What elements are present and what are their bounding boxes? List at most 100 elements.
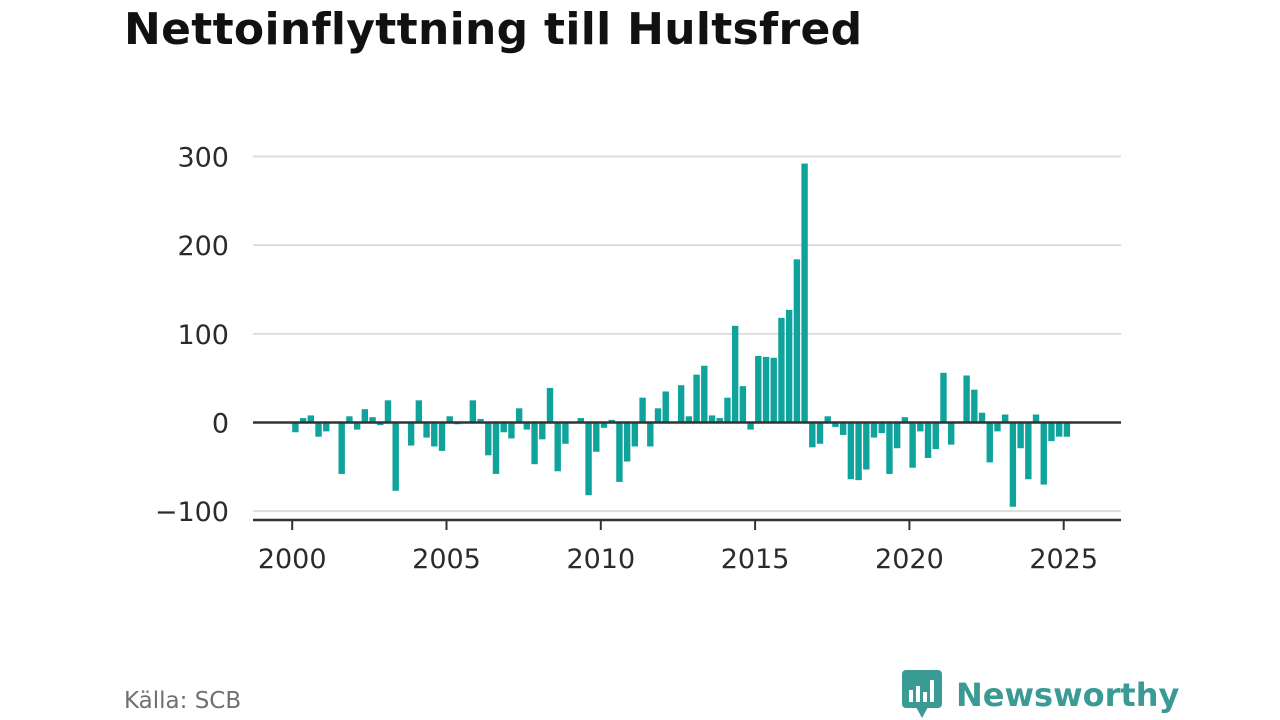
bar-2002-q4 (377, 422, 384, 426)
bar-2020-q4 (932, 422, 939, 450)
bar-2003-q4 (407, 422, 415, 446)
bar-2024-q1 (1032, 414, 1040, 423)
bar-2016-q3 (801, 163, 808, 423)
bar-2015-q4 (778, 317, 785, 423)
bar-2010-q3 (616, 422, 623, 482)
bar-2022-q4 (994, 422, 1001, 432)
bar-2012-q3 (677, 385, 685, 423)
x-axis-tick-labels: 2000 2005 2010 2015 2020 2025 (258, 544, 1098, 575)
bar-2023-q3 (1017, 422, 1024, 449)
bar-2024-q2 (1040, 422, 1047, 485)
bar-2004-q1 (415, 400, 423, 423)
bar-2011-q4 (654, 408, 662, 423)
axes (253, 421, 1121, 530)
bar-2014-q1 (724, 397, 731, 423)
bar-2018-q1 (847, 422, 855, 480)
bar-2018-q3 (863, 422, 870, 470)
bar-2015-q3 (770, 357, 777, 423)
bar-2014-q3 (739, 386, 747, 423)
bar-2018-q4 (870, 422, 878, 438)
y-tick-label: 0 (212, 409, 229, 440)
bar-2004-q2 (423, 422, 430, 438)
bar-2008-q1 (539, 422, 546, 440)
bar-2014-q4 (747, 422, 754, 430)
bar-2008-q4 (562, 422, 569, 444)
bar-2000-q2 (299, 418, 307, 423)
bar-2019-q4 (901, 417, 909, 423)
bar-2021-q4 (963, 375, 970, 423)
bar-2000-q1 (292, 422, 299, 433)
bar-2001-q1 (323, 422, 330, 432)
bar-2013-q2 (701, 365, 708, 423)
bar-2002-q3 (369, 417, 376, 423)
x-tick-label: 2005 (412, 544, 481, 575)
bar-2019-q3 (893, 422, 901, 449)
bar-2020-q1 (909, 422, 916, 468)
x-tick-label: 2010 (566, 544, 635, 575)
bar-2007-q4 (531, 422, 538, 465)
bar-2013-q4 (716, 418, 723, 423)
bar-2006-q4 (500, 422, 507, 433)
bar-2012-q4 (685, 416, 693, 423)
bar-2014-q2 (731, 325, 739, 423)
bar-2024-q3 (1048, 422, 1055, 442)
bar-2016-q1 (785, 309, 793, 423)
x-tick-label: 2020 (875, 544, 944, 575)
bar-2003-q1 (384, 400, 392, 423)
bar-2017-q2 (824, 416, 831, 423)
bar-2006-q2 (485, 422, 492, 456)
bar-2022-q2 (978, 412, 986, 423)
bar-2002-q2 (361, 409, 369, 423)
x-tick-label: 2015 (721, 544, 790, 575)
chart-title: Nettoinflyttning till Hultsfred (124, 4, 863, 55)
brand-name: Newsworthy (956, 676, 1180, 714)
y-tick-label: 100 (177, 320, 229, 351)
bar-2000-q3 (307, 415, 315, 423)
bar-2003-q2 (392, 422, 399, 491)
bar-2010-q2 (608, 419, 615, 423)
bar-2015-q1 (755, 355, 762, 423)
x-tick-label: 2000 (258, 544, 327, 575)
gridlines (253, 155, 1121, 513)
bar-2010-q1 (600, 422, 608, 428)
bar-2004-q3 (431, 422, 438, 447)
bar-2022-q1 (971, 389, 978, 423)
y-tick-label: 300 (177, 142, 229, 173)
bar-2008-q2 (546, 387, 554, 423)
bar-2013-q3 (708, 415, 716, 423)
bar-2002-q1 (353, 422, 361, 430)
bar-2018-q2 (855, 422, 862, 481)
bar-2000-q4 (315, 422, 322, 437)
bar-2009-q4 (593, 422, 600, 452)
bar-2017-q1 (816, 422, 824, 444)
bar-2023-q4 (1025, 422, 1032, 480)
bar-2007-q3 (523, 422, 531, 430)
bar-2023-q1 (1001, 414, 1009, 423)
y-axis-tick-labels: 300 200 100 0 −100 (155, 142, 229, 528)
bar-2019-q2 (886, 422, 893, 474)
bar-2001-q4 (346, 416, 353, 423)
bar-2025-q1 (1063, 422, 1071, 437)
bars (292, 163, 1071, 507)
bar-2012-q1 (662, 391, 669, 423)
bar-2020-q2 (917, 422, 924, 432)
bar-2021-q2 (947, 422, 955, 445)
bar-2020-q3 (924, 422, 932, 458)
bar-2007-q2 (515, 408, 523, 423)
bar-2011-q1 (631, 422, 639, 447)
bar-2004-q4 (438, 422, 446, 451)
bar-2005-q4 (469, 400, 477, 423)
bar-2007-q1 (508, 422, 515, 439)
bar-2009-q2 (577, 418, 585, 423)
y-tick-label: −100 (155, 497, 229, 528)
bar-2015-q2 (762, 356, 770, 423)
brand-logo: Newsworthy (902, 670, 1179, 720)
bar-2021-q1 (940, 372, 947, 423)
bar-2023-q2 (1009, 422, 1017, 507)
bar-2001-q3 (338, 422, 345, 474)
bar-2017-q3 (832, 422, 839, 427)
source-note: Källa: SCB (124, 688, 242, 714)
bar-2011-q2 (639, 397, 646, 423)
bar-2024-q4 (1055, 422, 1063, 437)
